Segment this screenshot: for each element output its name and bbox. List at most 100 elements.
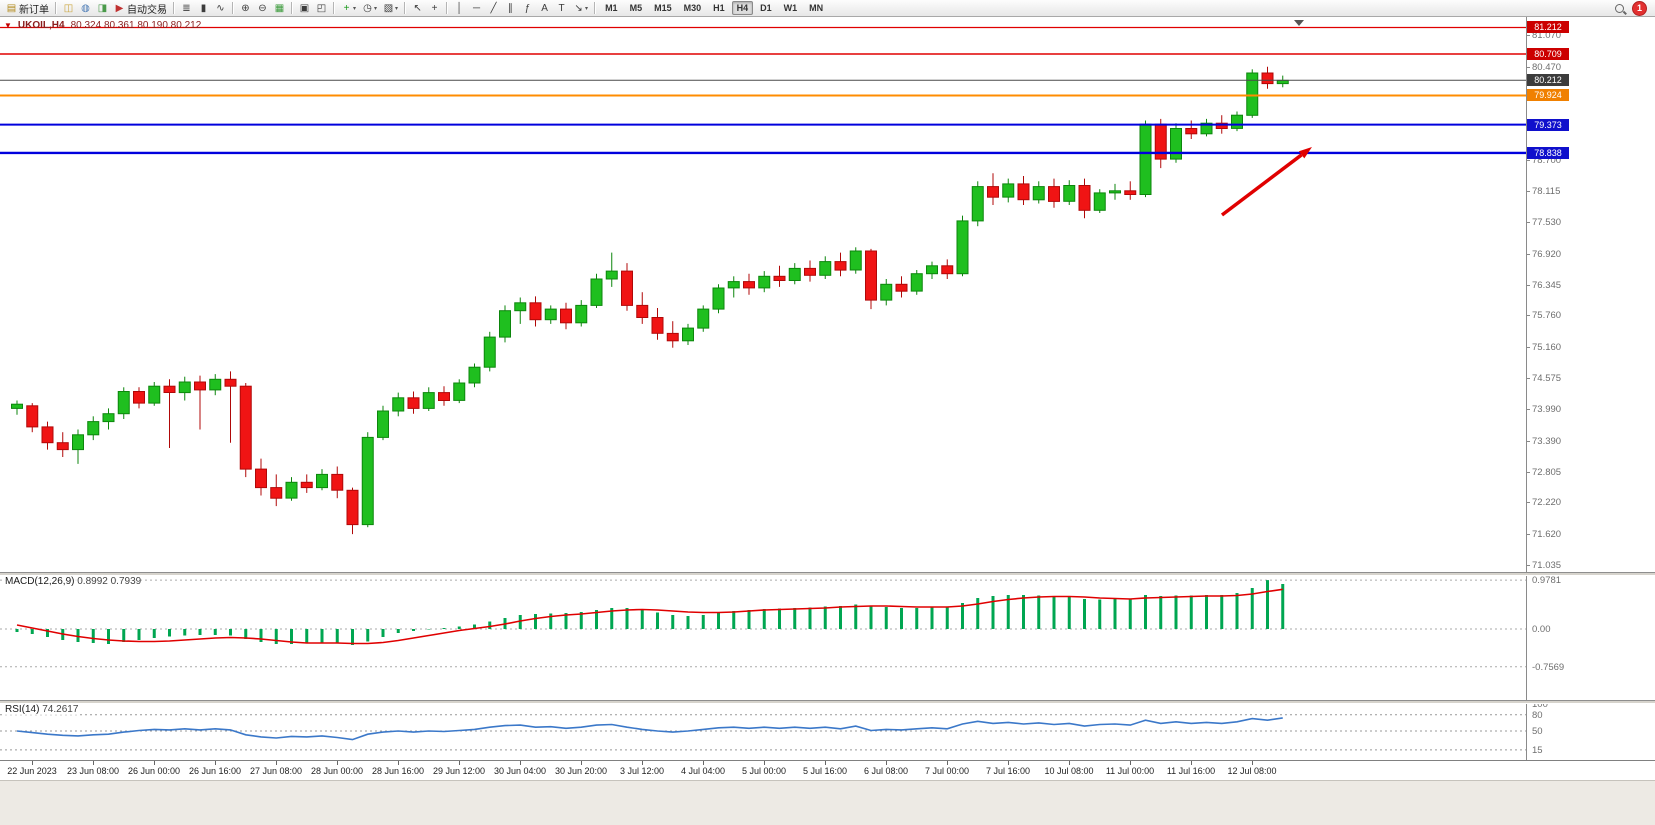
- rsi-panel-canvas[interactable]: [0, 702, 1526, 760]
- text-icon-glyph: A: [541, 2, 548, 14]
- timeframe-button-m30[interactable]: M30: [683, 3, 702, 13]
- time-label: 12 Jul 08:00: [1227, 766, 1277, 776]
- fibonacci-icon[interactable]: ƒ: [520, 1, 535, 16]
- price-scale-label: 73.390: [1532, 436, 1562, 447]
- grid-icon[interactable]: ▦: [272, 1, 287, 16]
- time-label: 26 Jun 00:00: [127, 766, 181, 776]
- vertical-line-icon[interactable]: │: [452, 1, 467, 16]
- macd-scale-label: 0.00: [1532, 624, 1551, 635]
- timeframe-button-m15[interactable]: M15: [654, 3, 672, 13]
- time-tick: [32, 761, 33, 765]
- time-label: 30 Jun 20:00: [554, 766, 608, 776]
- price-scale-label: 72.220: [1532, 497, 1562, 508]
- time-tick: [520, 761, 521, 765]
- time-tick: [1252, 761, 1253, 765]
- arrows-dropdown[interactable]: ↘ ▾: [571, 1, 590, 16]
- time-tick: [154, 761, 155, 765]
- toolbar-separator: [232, 2, 234, 14]
- price-level-tag[interactable]: 79.924: [1527, 89, 1569, 101]
- price-tick: [1526, 565, 1530, 566]
- timeframe-button-w1[interactable]: W1: [783, 3, 798, 13]
- timeframe-button-d1[interactable]: D1: [760, 3, 772, 13]
- cursor-icon[interactable]: ↖: [410, 1, 425, 16]
- auto-trading-button[interactable]: ▶ 自动交易: [112, 1, 169, 16]
- crosshair-icon-glyph: +: [431, 2, 438, 14]
- navigator-icon[interactable]: ◨: [95, 1, 110, 16]
- time-tick: [215, 761, 216, 765]
- timeframe-button-h4[interactable]: H4: [731, 1, 754, 15]
- new-chart-dropdown[interactable]: + ▾: [339, 1, 358, 16]
- rsi-name: RSI(14): [5, 704, 40, 715]
- chart-window-icon-glyph: ◫: [63, 2, 74, 14]
- chart-window-icon[interactable]: ◫: [61, 1, 76, 16]
- toolbar-separator: [55, 2, 57, 14]
- price-scale-label: 73.990: [1532, 404, 1562, 415]
- rsi-scale-label: 50: [1532, 726, 1543, 737]
- periods-dropdown[interactable]: ◷ ▾: [360, 1, 379, 16]
- market-watch-icon[interactable]: ◍: [78, 1, 93, 16]
- price-scale-label: 71.035: [1532, 560, 1562, 571]
- timeframe-button-mn[interactable]: MN: [809, 3, 824, 13]
- market-watch-icon-glyph: ◍: [81, 2, 90, 14]
- toolbar-separator: [594, 2, 597, 14]
- templates-dropdown[interactable]: ▧ ▾: [381, 1, 400, 16]
- periods-dropdown-glyph: ◷: [363, 2, 372, 14]
- search-icon[interactable]: [1615, 3, 1624, 13]
- price-tick: [1526, 35, 1530, 36]
- time-label: 10 Jul 08:00: [1044, 766, 1094, 776]
- macd-panel-canvas[interactable]: [0, 574, 1526, 700]
- symbol-marker-icon: ▼: [4, 21, 12, 30]
- price-axis[interactable]: 81.070 80.470 78.700 78.115 77.530 76.920 76.3…: [1526, 17, 1655, 760]
- horizontal-line-icon[interactable]: ─: [469, 1, 484, 16]
- price-level-tag[interactable]: 81.212: [1527, 21, 1569, 33]
- time-label: 5 Jul 16:00: [802, 766, 848, 776]
- time-label: 30 Jun 04:00: [493, 766, 547, 776]
- tile-windows-icon[interactable]: ▣: [297, 1, 312, 16]
- arrange-windows-icon-glyph: ◰: [316, 2, 327, 14]
- crosshair-icon[interactable]: +: [427, 1, 442, 16]
- tile-windows-icon-glyph: ▣: [299, 2, 310, 14]
- time-tick: [1191, 761, 1192, 765]
- price-level-tag[interactable]: 79.373: [1527, 119, 1569, 131]
- label-icon[interactable]: T: [554, 1, 569, 16]
- price-scale-label: 76.920: [1532, 249, 1562, 260]
- zoom-in-icon[interactable]: ⊕: [238, 1, 253, 16]
- time-tick: [886, 761, 887, 765]
- price-level-tag[interactable]: 80.212: [1527, 74, 1569, 86]
- price-tick: [1526, 347, 1530, 348]
- timeframe-button-m5[interactable]: M5: [629, 3, 643, 13]
- navigator-icon-glyph: ◨: [97, 2, 108, 14]
- toolbar-buttons: ▤ 新订单 ◫ ◍ ◨ ▶ 自动交易 ≣ ▮ ∿ ⊕ ⊖ ▦ ▣ ◰ + ▾ ◷ ▾ ▧ ▾ ↖ + │ ─ ╱ ∥ ƒ A T ↘ ▾: [3, 0, 599, 16]
- bar-chart-icon[interactable]: ≣: [179, 1, 194, 16]
- line-chart-icon[interactable]: ∿: [213, 1, 228, 16]
- timeframe-button-m1[interactable]: M1: [605, 3, 618, 13]
- price-scale-label: 76.345: [1532, 280, 1562, 291]
- trendline-icon[interactable]: ╱: [486, 1, 501, 16]
- candlestick-chart-icon-glyph: ▮: [200, 2, 207, 14]
- toolbar-separator: [404, 2, 407, 14]
- timeframe-button-h1[interactable]: H1: [713, 3, 725, 13]
- channel-icon[interactable]: ∥: [503, 1, 518, 16]
- price-chart-canvas[interactable]: [0, 17, 1526, 573]
- price-level-tag[interactable]: 80.709: [1527, 48, 1569, 60]
- price-scale-label: 81.070: [1532, 30, 1562, 41]
- templates-dropdown-glyph: ▧: [383, 2, 394, 14]
- panel-divider-macd[interactable]: [0, 572, 1655, 576]
- new-order-button[interactable]: ▤ 新订单: [4, 1, 51, 16]
- time-axis[interactable]: 22 Jun 2023 23 Jun 08:00 26 Jun 00:00 26 Ju…: [0, 760, 1655, 780]
- zoom-out-icon[interactable]: ⊖: [255, 1, 270, 16]
- fibonacci-icon-glyph: ƒ: [524, 2, 531, 14]
- toolbar: ▤ 新订单 ◫ ◍ ◨ ▶ 自动交易 ≣ ▮ ∿ ⊕ ⊖ ▦ ▣ ◰ + ▾ ◷ ▾ ▧ ▾ ↖ + │ ─ ╱ ∥ ƒ A T ↘ ▾ M1…: [0, 0, 1655, 17]
- price-level-tag[interactable]: 78.838: [1527, 147, 1569, 159]
- panel-divider-rsi[interactable]: [0, 700, 1655, 704]
- price-tick: [1526, 378, 1530, 379]
- toolbar-separator: [173, 2, 175, 14]
- candlestick-chart-icon[interactable]: ▮: [196, 1, 211, 16]
- time-tick: [1008, 761, 1009, 765]
- time-tick: [276, 761, 277, 765]
- toolbar-separator: [446, 2, 449, 14]
- notification-badge[interactable]: 1: [1632, 0, 1647, 16]
- arrange-windows-icon[interactable]: ◰: [314, 1, 329, 16]
- text-icon[interactable]: A: [537, 1, 552, 16]
- arrows-dropdown-glyph: ↘: [574, 2, 583, 14]
